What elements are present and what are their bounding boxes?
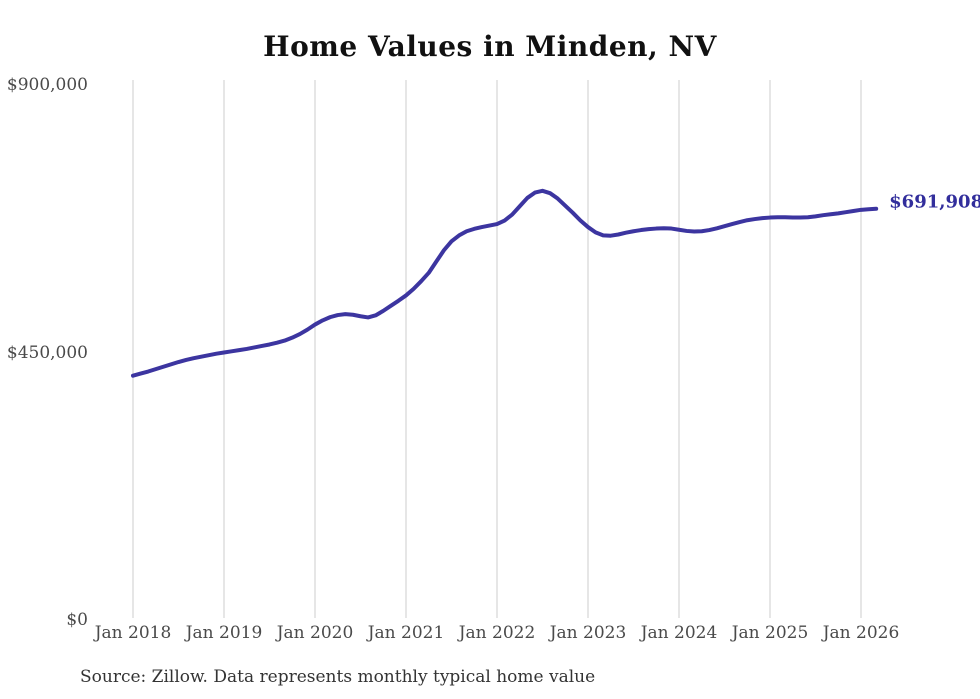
x-tick-label: Jan 2020	[276, 623, 354, 643]
x-tick-label: Jan 2022	[458, 623, 536, 643]
y-tick-label: $0	[66, 610, 88, 630]
gridlines	[132, 80, 862, 618]
x-tick-label: Jan 2024	[640, 623, 718, 643]
home-value-line	[131, 188, 879, 378]
latest-value-label: $691,908	[889, 191, 980, 213]
x-tick-label: Jan 2018	[94, 623, 172, 643]
x-tick-label: Jan 2019	[185, 623, 263, 643]
y-tick-label: $450,000	[6, 342, 88, 363]
source-note: Source: Zillow. Data represents monthly …	[80, 667, 596, 687]
x-tick-label: Jan 2021	[367, 623, 445, 643]
x-tick-label: Jan 2025	[731, 623, 809, 643]
y-tick-label: $900,000	[6, 75, 88, 95]
x-tick-label: Jan 2023	[549, 623, 627, 643]
x-tick-label: Jan 2026	[822, 623, 900, 643]
chart-title: Home Values in Minden, NV	[263, 30, 717, 63]
